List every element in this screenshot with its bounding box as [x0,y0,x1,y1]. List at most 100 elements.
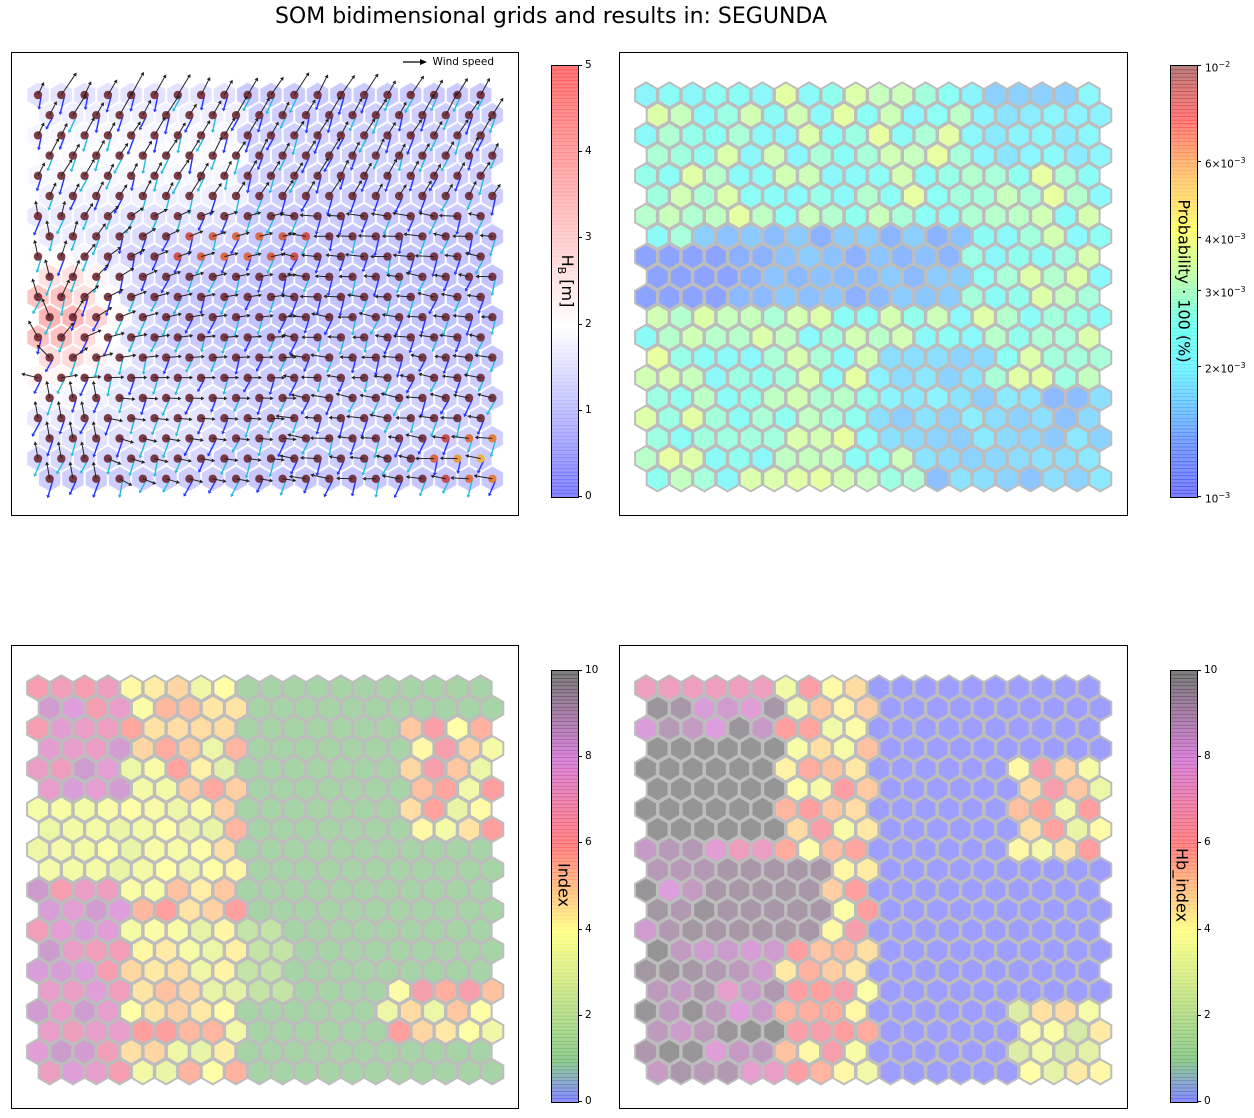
hex-cell [177,1058,202,1086]
wind-arrow-head [80,400,85,405]
colorbar-segment [1171,202,1197,207]
wave-direction-arrow [231,480,240,495]
hex-cell [26,1037,50,1066]
wind-arrow-head [275,121,279,126]
hex-cell [1030,81,1054,109]
hex-cell [329,916,353,945]
hex-cell [165,674,190,702]
wave-direction-arrow [177,218,182,230]
wave-arrow-head [407,469,411,473]
legend-wind-speed: Wind speed [402,56,494,68]
hex-cell [1041,896,1066,924]
hex-cell [84,815,109,844]
wind-arrow-head [381,354,386,359]
hex-cell [1041,303,1066,331]
wave-direction-arrow [57,460,65,472]
hex-cell [212,876,237,904]
colorbar-segment [552,846,578,852]
colorbar-segment [552,703,578,708]
wind-arrow [154,335,167,338]
hex-cell [1076,674,1101,702]
colorbar-segment [552,134,578,139]
hex-cell [925,936,950,965]
wind-arrow-head [63,240,68,245]
hex-cell [259,876,283,904]
colorbar-segment [1171,678,1197,683]
hb-point [33,90,43,100]
wave-arrow-head [442,452,446,456]
hex-cell [317,1017,342,1046]
wind-arrow-head [176,438,181,443]
wave-direction-arrow [384,217,392,233]
hex-cell [387,977,412,1005]
hex-cell [410,694,435,722]
colorbar-segment [552,198,578,204]
wind-arrow [258,100,269,116]
hex-cell [855,734,880,763]
wind-arrow-head [457,272,462,277]
wave-direction-arrow [316,96,322,108]
hex-cell [808,815,833,844]
wind-arrow-head [130,267,135,272]
hex-cell [1088,101,1113,129]
wave-direction-arrow [80,419,89,433]
wave-direction-arrow [394,480,403,496]
wave-arrow-head [187,171,192,175]
hex-cell [785,775,810,803]
hex-cell [867,364,891,392]
hex-cell [960,714,985,743]
wave-direction-arrow [429,298,438,312]
wave-direction-arrow [280,399,287,411]
colorbar-segment [552,195,578,200]
wave-direction-arrow [478,460,485,472]
wind-arrow [95,142,104,156]
colorbar-segment [1171,162,1197,168]
colorbar-segment [1171,1076,1197,1082]
colorbar-segment [1171,796,1197,801]
hex-cell [867,1037,891,1066]
hex-cell [212,795,237,823]
wave-direction-arrow [477,96,485,108]
hex-cell [26,835,50,864]
wave-arrow-head [59,313,64,317]
wind-arrow-head [175,229,180,234]
colorbar-segment [552,1030,578,1035]
hex-cell [832,141,856,170]
wind-arrow [363,437,376,439]
wind-arrow [165,230,177,237]
colorbar-segment [1171,861,1197,866]
wind-arrow-head [217,100,222,105]
wind-arrow [96,353,111,359]
wave-direction-arrow [269,339,275,350]
hex-cell [634,674,658,702]
hex-cell [657,997,682,1025]
colorbar-segment [552,717,578,722]
hex-cell [1065,384,1089,412]
wind-arrow [212,139,222,156]
hex-cell [692,465,717,493]
colorbar-segment [1171,1033,1197,1038]
wind-arrow [49,104,56,116]
colorbar-segment [1171,933,1197,938]
wave-arrow-head [128,472,133,477]
hex-cell [422,957,446,985]
hb-point [336,90,346,100]
wave-arrow-head [69,168,74,173]
hex-cell [1076,121,1101,150]
wind-arrow-head [41,298,46,303]
wind-arrow [378,455,388,460]
hex-cell [282,1037,307,1066]
wave-arrow-head [490,331,495,336]
hex-cell [480,1058,505,1086]
wind-arrow [177,252,190,258]
wind-arrow-head [97,329,102,334]
wave-direction-arrow [257,480,263,491]
colorbar-segment [1171,1084,1197,1089]
colorbar-segment [1171,789,1197,794]
hex-cell [902,977,926,1005]
wave-direction-arrow [398,238,403,252]
wind-arrow [387,124,395,136]
hex-cell [762,424,787,453]
wind-arrow-head [326,373,331,378]
hex-cell [937,364,961,392]
